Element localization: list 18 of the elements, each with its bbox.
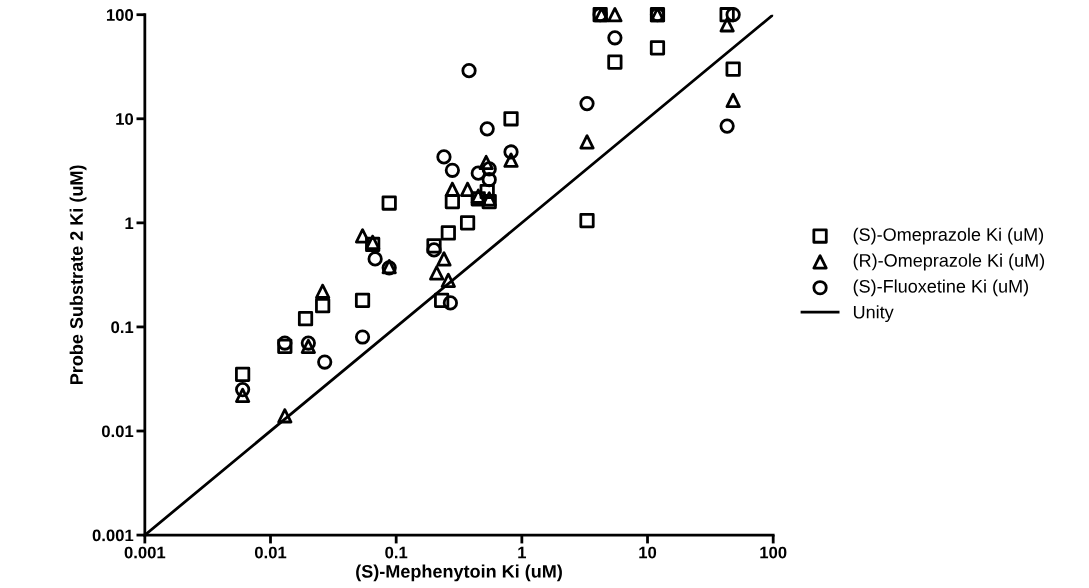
y-tick-label: 0.1 <box>111 321 134 334</box>
x-axis-title: (S)-Mephenytoin Ki (uM) <box>356 564 562 582</box>
x-tick-label: 100 <box>760 546 787 559</box>
x-tick-label: 1 <box>518 546 527 559</box>
y-axis-title: Probe Substrate 2 Ki (uM) <box>69 165 87 385</box>
legend-label: (S)-Omeprazole Ki (uM) <box>853 227 1044 245</box>
legend-label: (S)-Fluoxetine Ki (uM) <box>853 279 1029 297</box>
x-tick-label: 0.01 <box>254 546 287 559</box>
legend-label: Unity <box>853 305 894 323</box>
y-tick-label: 0.01 <box>101 425 134 438</box>
x-tick-label: 0.001 <box>124 546 166 559</box>
y-tick-label: 0.001 <box>92 529 134 542</box>
legend-label: (R)-Omeprazole Ki (uM) <box>853 253 1045 271</box>
x-tick-label: 0.1 <box>385 546 408 559</box>
y-tick-label: 10 <box>116 113 134 125</box>
y-tick-label: 100 <box>106 9 134 21</box>
x-tick-label: 10 <box>639 546 657 559</box>
y-tick-label: 1 <box>125 217 134 229</box>
